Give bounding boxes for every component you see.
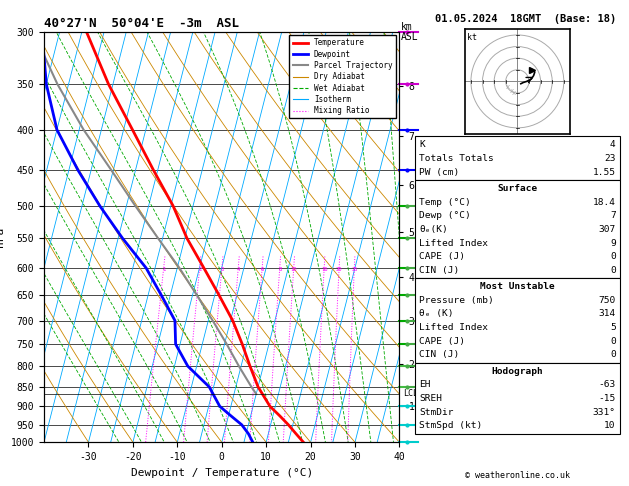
Text: 4: 4: [610, 140, 616, 149]
Text: km: km: [401, 22, 413, 32]
Text: Totals Totals: Totals Totals: [419, 154, 494, 163]
Text: CIN (J): CIN (J): [419, 350, 459, 359]
Text: 4: 4: [237, 267, 240, 272]
Text: 40°27'N  50°04'E  -3m  ASL: 40°27'N 50°04'E -3m ASL: [44, 17, 239, 31]
Text: Lifted Index: Lifted Index: [419, 323, 488, 332]
Text: x: x: [512, 90, 516, 96]
Text: Pressure (mb): Pressure (mb): [419, 296, 494, 305]
Text: CAPE (J): CAPE (J): [419, 252, 465, 261]
Text: 8: 8: [278, 267, 281, 272]
Text: Most Unstable: Most Unstable: [480, 282, 555, 291]
Text: 10: 10: [291, 267, 297, 272]
Text: θₑ (K): θₑ (K): [419, 310, 454, 318]
Text: x: x: [506, 84, 510, 90]
Text: kt: kt: [467, 33, 477, 42]
Legend: Temperature, Dewpoint, Parcel Trajectory, Dry Adiabat, Wet Adiabat, Isotherm, Mi: Temperature, Dewpoint, Parcel Trajectory…: [289, 35, 396, 118]
Text: 0: 0: [610, 266, 616, 275]
Text: CIN (J): CIN (J): [419, 266, 459, 275]
Text: 0: 0: [610, 337, 616, 346]
Text: 307: 307: [599, 225, 616, 234]
Text: StmSpd (kt): StmSpd (kt): [419, 421, 482, 430]
Text: CAPE (J): CAPE (J): [419, 337, 465, 346]
Text: Dewp (°C): Dewp (°C): [419, 211, 470, 220]
Text: 7: 7: [610, 211, 616, 220]
Text: 2: 2: [198, 267, 201, 272]
Y-axis label: hPa: hPa: [0, 227, 5, 247]
Text: 25: 25: [351, 267, 358, 272]
Text: 18.4: 18.4: [593, 198, 616, 207]
Text: -63: -63: [599, 381, 616, 389]
Text: 0: 0: [610, 252, 616, 261]
Text: 9: 9: [610, 239, 616, 247]
Text: © weatheronline.co.uk: © weatheronline.co.uk: [465, 471, 569, 480]
Text: StmDir: StmDir: [419, 408, 454, 417]
Text: SREH: SREH: [419, 394, 442, 403]
Text: 314: 314: [599, 310, 616, 318]
Text: -15: -15: [599, 394, 616, 403]
Text: Hodograph: Hodograph: [491, 367, 543, 376]
Text: 3: 3: [220, 267, 224, 272]
Text: Temp (°C): Temp (°C): [419, 198, 470, 207]
Text: Surface: Surface: [498, 184, 537, 193]
Text: 6: 6: [260, 267, 264, 272]
Text: 0: 0: [610, 350, 616, 359]
Text: 20: 20: [336, 267, 342, 272]
Text: 1: 1: [162, 267, 165, 272]
Text: θₑ(K): θₑ(K): [419, 225, 448, 234]
Text: Lifted Index: Lifted Index: [419, 239, 488, 247]
Text: 331°: 331°: [593, 408, 616, 417]
Text: 01.05.2024  18GMT  (Base: 18): 01.05.2024 18GMT (Base: 18): [435, 14, 616, 24]
Text: 23: 23: [604, 154, 616, 163]
Text: 1.55: 1.55: [593, 168, 616, 176]
Text: 5: 5: [610, 323, 616, 332]
Text: 750: 750: [599, 296, 616, 305]
Text: 16: 16: [321, 267, 328, 272]
X-axis label: Dewpoint / Temperature (°C): Dewpoint / Temperature (°C): [131, 468, 313, 478]
Text: PW (cm): PW (cm): [419, 168, 459, 176]
Text: EH: EH: [419, 381, 430, 389]
Text: K: K: [419, 140, 425, 149]
Text: ASL: ASL: [401, 32, 419, 42]
Text: 10: 10: [604, 421, 616, 430]
Text: LCL: LCL: [403, 389, 418, 399]
Text: x: x: [509, 87, 514, 94]
